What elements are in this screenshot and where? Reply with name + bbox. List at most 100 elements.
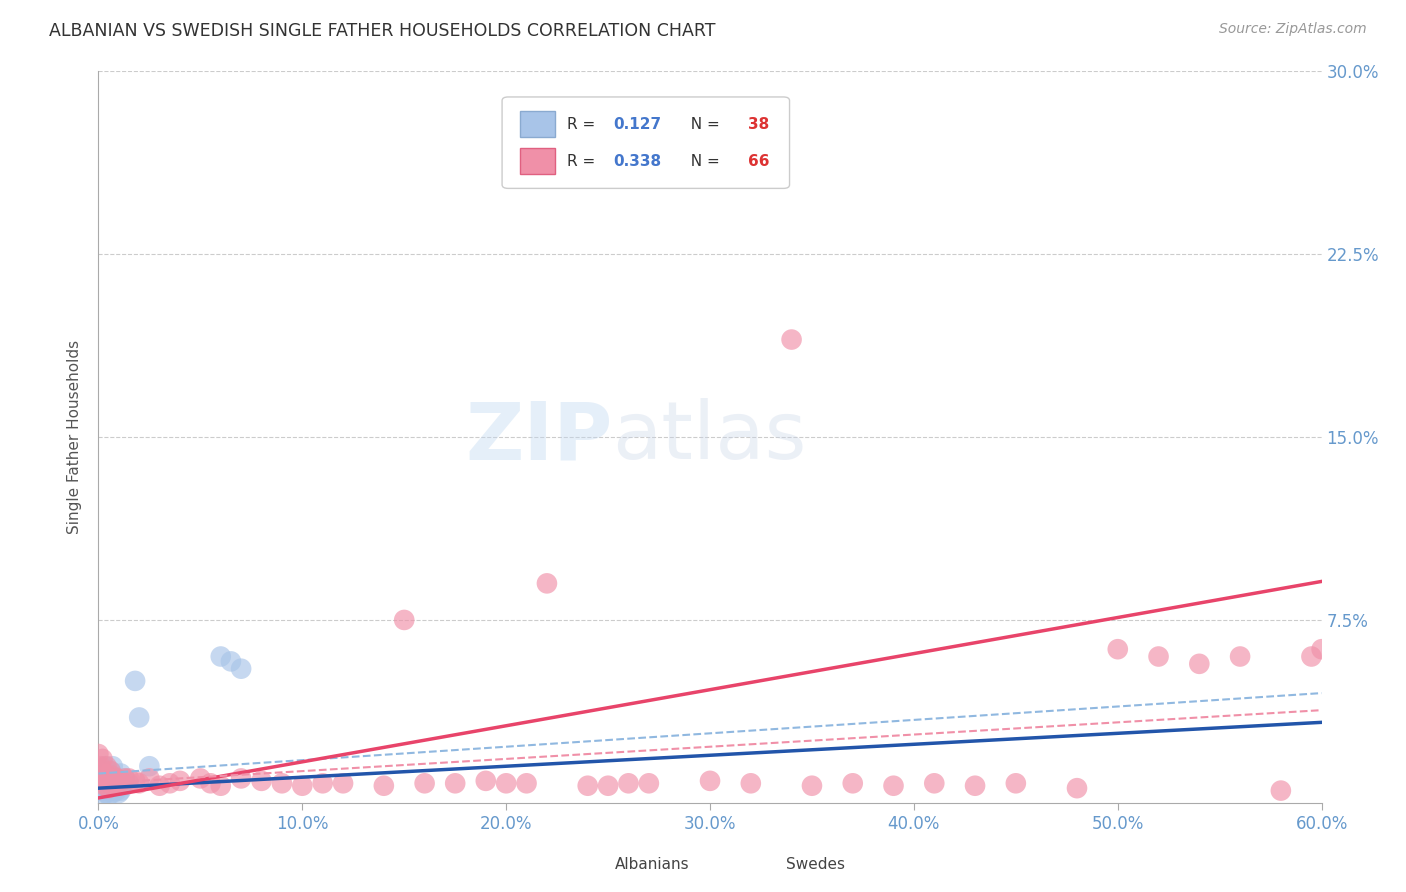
Point	[93, 759, 115, 773]
Point	[576, 779, 599, 793]
Point	[124, 673, 146, 688]
Point	[105, 772, 128, 786]
FancyBboxPatch shape	[569, 854, 606, 876]
Point	[209, 649, 232, 664]
Point	[637, 776, 661, 790]
Point	[841, 776, 863, 790]
Point	[149, 779, 172, 793]
Point	[617, 776, 640, 790]
Point	[104, 781, 127, 796]
Point	[96, 759, 118, 773]
Text: Source: ZipAtlas.com: Source: ZipAtlas.com	[1219, 22, 1367, 37]
Point	[200, 776, 222, 790]
Point	[100, 764, 122, 778]
Point	[93, 783, 115, 797]
Point	[699, 773, 721, 788]
Point	[108, 773, 131, 788]
Point	[801, 779, 824, 793]
Text: 66: 66	[748, 153, 769, 169]
Text: 0.338: 0.338	[613, 153, 661, 169]
Point	[291, 779, 314, 793]
Point	[922, 776, 945, 790]
Point	[118, 776, 141, 790]
Point	[97, 781, 120, 796]
Point	[1107, 642, 1129, 657]
Point	[118, 772, 141, 786]
FancyBboxPatch shape	[520, 148, 555, 174]
Point	[97, 769, 120, 783]
Point	[128, 710, 150, 724]
Point	[93, 779, 115, 793]
Point	[111, 779, 134, 793]
Point	[159, 776, 181, 790]
Point	[598, 779, 620, 793]
Point	[101, 779, 124, 793]
Point	[101, 776, 124, 790]
Point	[138, 759, 160, 773]
Point	[96, 786, 118, 800]
Point	[110, 783, 132, 797]
Point	[87, 747, 110, 761]
Point	[97, 789, 120, 803]
Point	[91, 779, 114, 793]
Point	[124, 773, 146, 788]
Point	[883, 779, 905, 793]
Point	[87, 776, 110, 790]
Y-axis label: Single Father Households: Single Father Households	[67, 340, 83, 534]
Point	[444, 776, 467, 790]
Point	[101, 759, 124, 773]
Point	[495, 776, 517, 790]
Point	[169, 773, 191, 788]
FancyBboxPatch shape	[741, 854, 778, 876]
Point	[413, 776, 436, 790]
Text: ALBANIAN VS SWEDISH SINGLE FATHER HOUSEHOLDS CORRELATION CHART: ALBANIAN VS SWEDISH SINGLE FATHER HOUSEH…	[49, 22, 716, 40]
Point	[392, 613, 416, 627]
Point	[101, 786, 124, 800]
Point	[96, 764, 118, 778]
Point	[114, 772, 136, 786]
Point	[128, 776, 150, 790]
Point	[100, 773, 122, 788]
Text: Swedes: Swedes	[786, 857, 845, 872]
Point	[110, 766, 132, 780]
Point	[104, 776, 127, 790]
Point	[138, 772, 160, 786]
Point	[231, 772, 253, 786]
Text: R =: R =	[567, 117, 600, 132]
Point	[110, 773, 132, 788]
Point	[89, 759, 111, 773]
Point	[91, 766, 114, 780]
FancyBboxPatch shape	[502, 97, 790, 188]
Point	[312, 776, 335, 790]
Point	[91, 776, 114, 790]
Point	[96, 773, 118, 788]
Text: atlas: atlas	[612, 398, 807, 476]
Point	[89, 772, 111, 786]
Point	[780, 333, 803, 347]
Point	[100, 764, 122, 778]
Point	[1004, 776, 1026, 790]
Text: 38: 38	[748, 117, 769, 132]
Point	[100, 776, 122, 790]
Point	[1229, 649, 1251, 664]
Point	[188, 772, 212, 786]
FancyBboxPatch shape	[520, 111, 555, 137]
Point	[231, 662, 253, 676]
Point	[965, 779, 987, 793]
Text: N =: N =	[681, 117, 724, 132]
Point	[91, 752, 114, 766]
Point	[1147, 649, 1170, 664]
Point	[516, 776, 538, 790]
Point	[270, 776, 294, 790]
Point	[108, 779, 131, 793]
Point	[536, 576, 558, 591]
Point	[1188, 657, 1211, 671]
Point	[108, 786, 131, 800]
Text: R =: R =	[567, 153, 600, 169]
Point	[91, 789, 114, 803]
Point	[89, 772, 111, 786]
Point	[1310, 642, 1333, 657]
Point	[96, 773, 118, 788]
Text: N =: N =	[681, 153, 724, 169]
Point	[1066, 781, 1088, 796]
